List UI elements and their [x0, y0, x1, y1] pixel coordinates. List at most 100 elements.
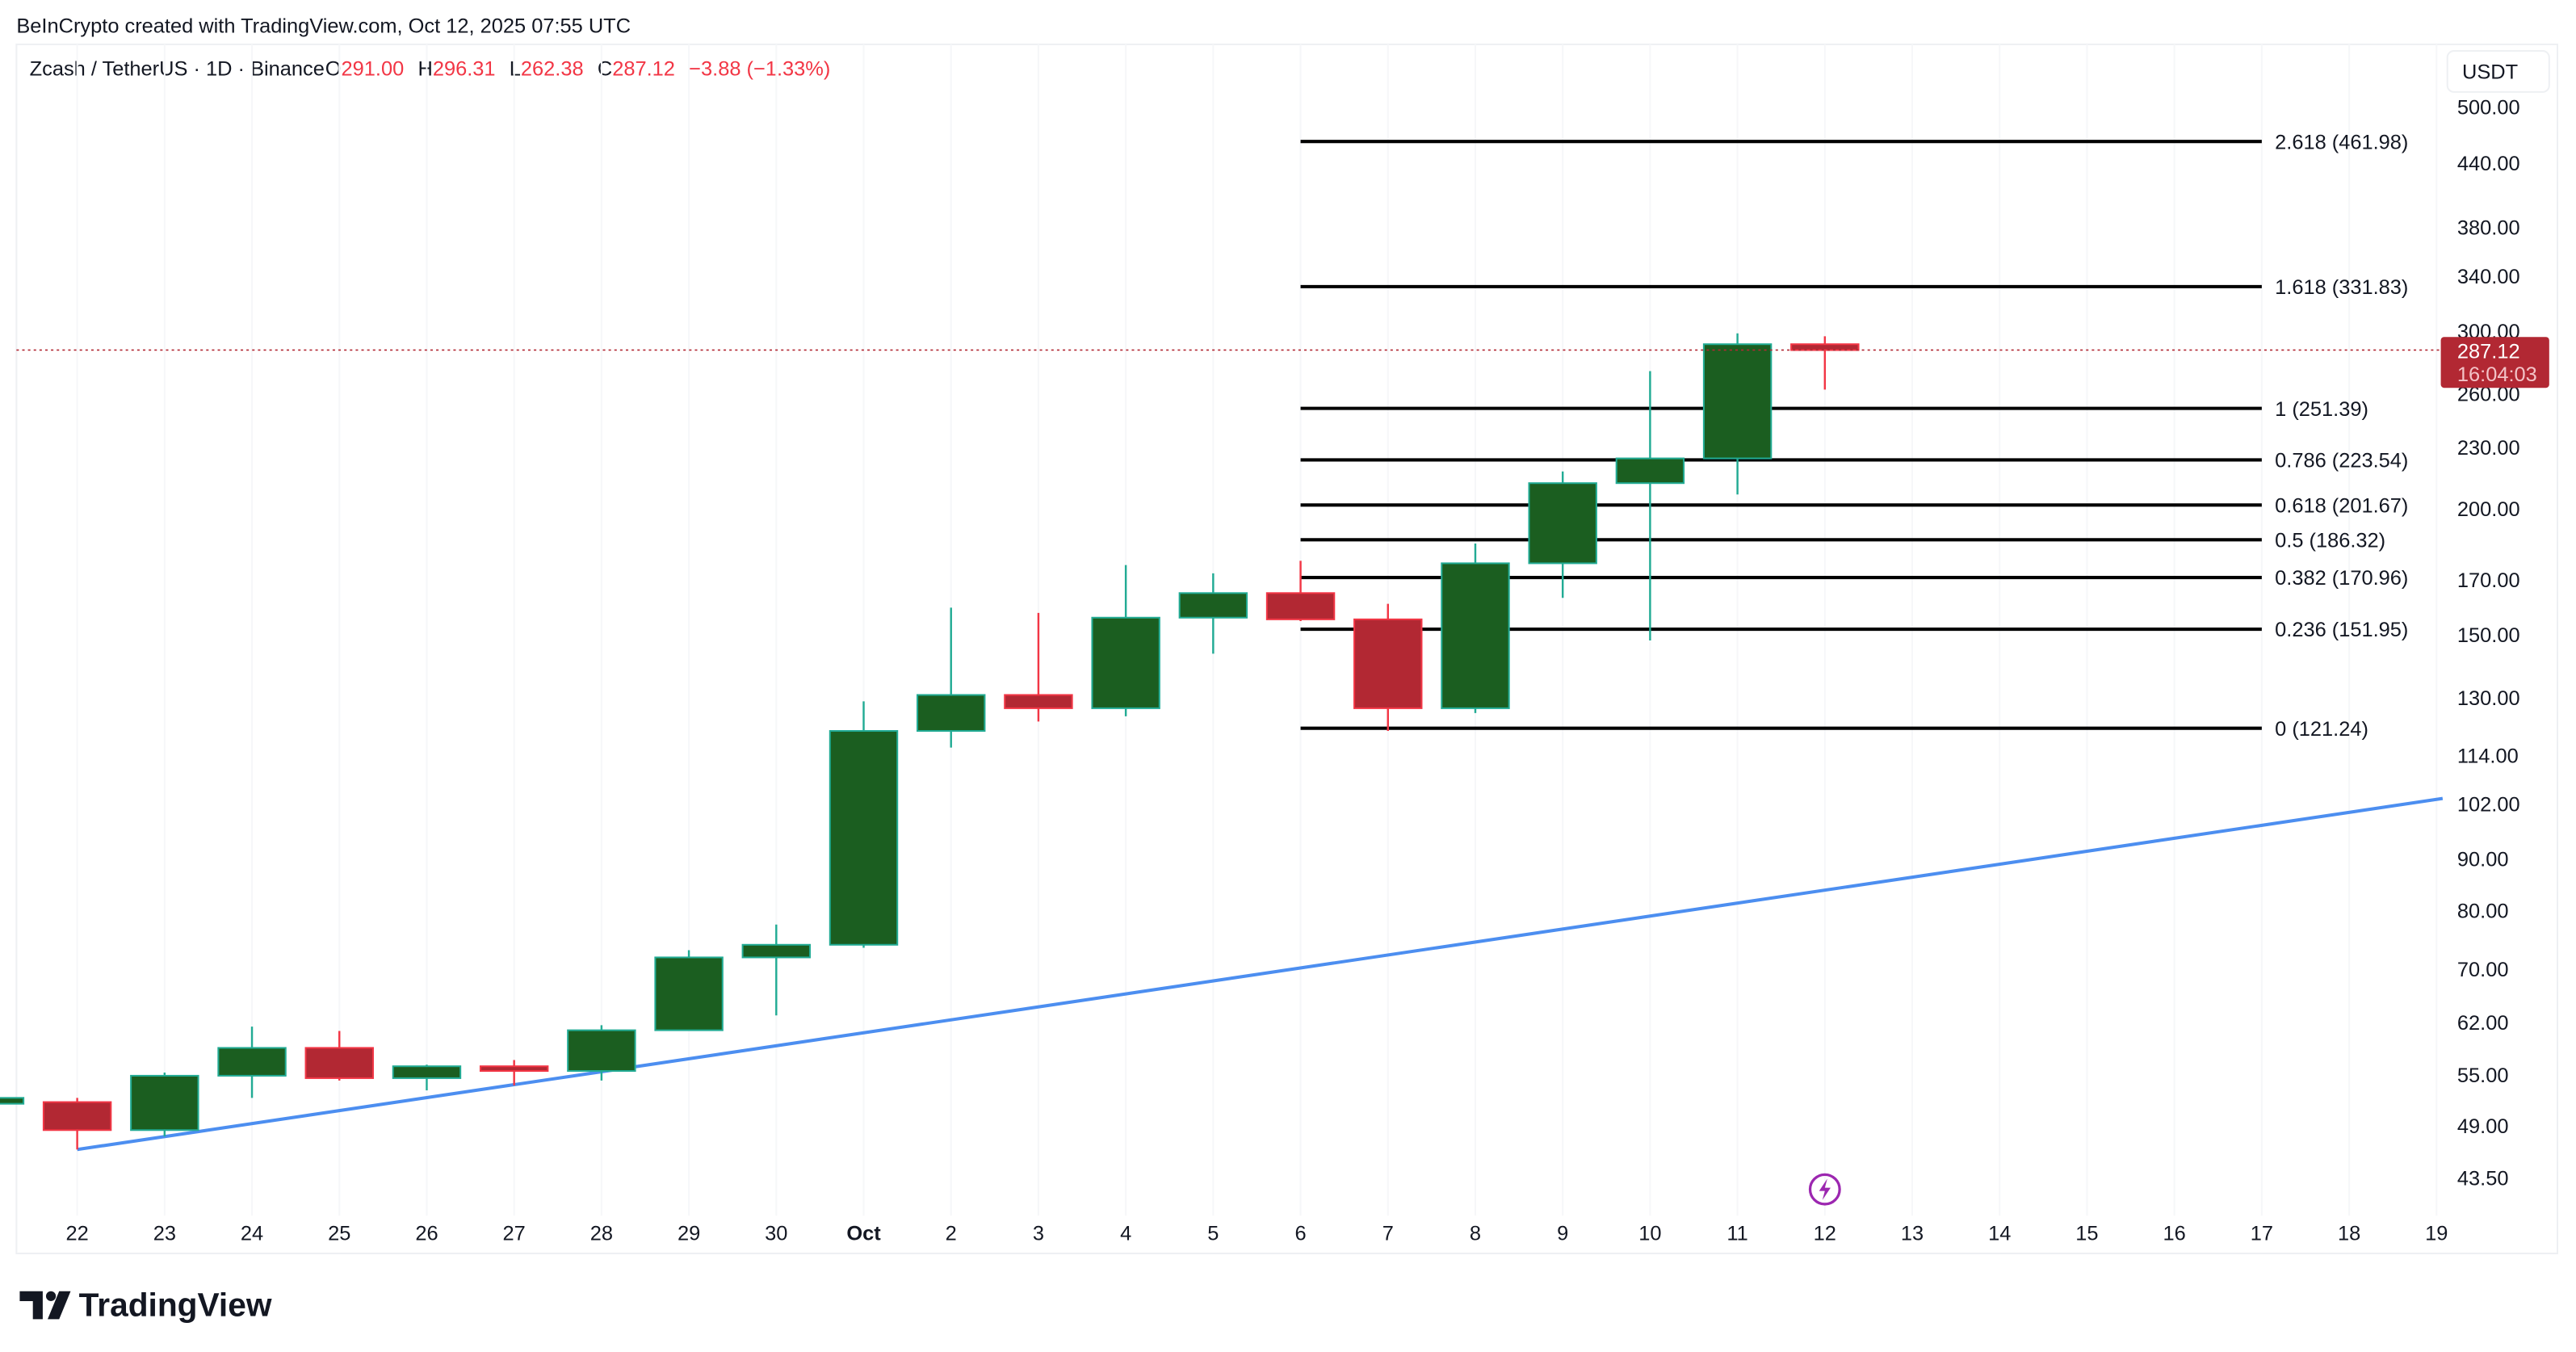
- high-value: 296.31: [433, 58, 496, 81]
- symbol-label[interactable]: Zcash / TetherUS · 1D · Binance: [30, 58, 325, 81]
- candle-up: [917, 694, 986, 733]
- time-tick-label: 9: [1557, 1223, 1568, 1245]
- currency-button[interactable]: USDT: [2446, 50, 2550, 93]
- time-tick-label: 10: [1638, 1223, 1661, 1245]
- time-tick-label: 8: [1470, 1223, 1481, 1245]
- fib-level-label: 2.618 (461.98): [2275, 131, 2408, 153]
- price-tick-label: 49.00: [2457, 1115, 2509, 1138]
- time-tick-label: 7: [1382, 1223, 1394, 1245]
- candle-down: [1353, 618, 1423, 709]
- time-tick-label: 14: [1988, 1223, 2011, 1245]
- time-tick-label: 25: [328, 1223, 350, 1245]
- time-tick-label: 3: [1033, 1223, 1044, 1245]
- fib-level-label: 0.382 (170.96): [2275, 567, 2408, 590]
- price-tick-label: 150.00: [2457, 624, 2520, 647]
- price-tick-label: 340.00: [2457, 266, 2520, 288]
- close-label: C: [598, 58, 612, 81]
- countdown-value: 16:04:03: [2457, 363, 2537, 386]
- price-tick-label: 43.50: [2457, 1167, 2509, 1190]
- price-tick-label: 500.00: [2457, 96, 2520, 119]
- price-tick-label: 380.00: [2457, 216, 2520, 239]
- candle-up: [1528, 482, 1597, 565]
- time-tick-label: 18: [2338, 1223, 2360, 1245]
- tradingview-logo-icon: [19, 1291, 71, 1320]
- time-tick-label: 30: [765, 1223, 787, 1245]
- time-tick-label: 19: [2425, 1223, 2448, 1245]
- time-tick-label: Oct: [846, 1223, 881, 1245]
- time-tick-label: 6: [1294, 1223, 1306, 1245]
- time-tick-label: 2: [946, 1223, 957, 1245]
- candle-down: [1790, 343, 1860, 351]
- open-value: 291.00: [342, 58, 405, 81]
- price-tick-label: 230.00: [2457, 437, 2520, 460]
- time-tick-label: 28: [590, 1223, 613, 1245]
- price-tick-label: 130.00: [2457, 687, 2520, 710]
- time-tick-label: 29: [678, 1223, 700, 1245]
- price-tick-label: 90.00: [2457, 849, 2509, 871]
- chart-pane-border: [15, 43, 2559, 1254]
- price-tick-label: 102.00: [2457, 794, 2520, 817]
- close-value: 287.12: [612, 58, 675, 81]
- price-tick-label: 170.00: [2457, 569, 2520, 592]
- candle-up: [130, 1074, 199, 1132]
- tradingview-logo-text: TradingView: [79, 1286, 272, 1323]
- low-label: L: [510, 58, 521, 81]
- time-axis[interactable]: 22 23 24 25 26 27 28 29 30 Oct 2 3 4 5 6 7 8 9 10 11 12 13 14 1…: [65, 1223, 2448, 1245]
- price-tick-label: 80.00: [2457, 901, 2509, 923]
- currency-label: USDT: [2462, 61, 2518, 84]
- candle-down: [479, 1065, 549, 1073]
- candle-up: [1702, 343, 1773, 460]
- tradingview-logo[interactable]: TradingView: [19, 1286, 272, 1323]
- price-tick-label: 440.00: [2457, 153, 2520, 175]
- candle-down: [1004, 694, 1073, 709]
- fib-level-label: 1 (251.39): [2275, 398, 2368, 421]
- candle-down: [42, 1101, 112, 1132]
- time-tick-label: 27: [503, 1223, 526, 1245]
- fib-level-label: 0.5 (186.32): [2275, 529, 2385, 552]
- fib-level-label: 0.236 (151.95): [2275, 619, 2408, 641]
- fib-level-label: 1.618 (331.83): [2275, 276, 2408, 299]
- candle-up: [0, 1097, 25, 1105]
- time-tick-label: 22: [65, 1223, 88, 1245]
- time-tick-label: 4: [1120, 1223, 1131, 1245]
- candle-up: [567, 1029, 636, 1073]
- change-value: −3.88 (−1.33%): [689, 58, 830, 81]
- open-label: O: [325, 58, 342, 81]
- price-axis[interactable]: 500.00440.00380.00340.00300.00260.00230.…: [2457, 96, 2520, 1190]
- time-tick-label: 17: [2251, 1223, 2273, 1245]
- fib-retracement[interactable]: 2.618 (461.98) 1.618 (331.83) 1 (251.39) 0.…: [1300, 131, 2409, 741]
- candle-up: [654, 956, 724, 1031]
- fib-level-label: 0.618 (201.67): [2275, 494, 2408, 517]
- fib-level-label: 0.786 (223.54): [2275, 450, 2408, 472]
- candle-up: [392, 1065, 462, 1079]
- time-tick-label: 23: [153, 1223, 176, 1245]
- candle-up: [829, 729, 899, 946]
- price-tick-label: 200.00: [2457, 498, 2520, 521]
- candle-up: [741, 943, 812, 959]
- candle-up: [1615, 457, 1685, 485]
- candle-up: [1178, 592, 1248, 619]
- current-price-tag: 287.12 16:04:03: [2440, 337, 2549, 388]
- candle-up: [1441, 562, 1510, 709]
- high-label: H: [417, 58, 432, 81]
- price-tick-label: 55.00: [2457, 1064, 2509, 1087]
- price-tick-label: 70.00: [2457, 959, 2509, 981]
- trendline-group[interactable]: [77, 796, 2444, 1152]
- time-tick-label: 5: [1207, 1223, 1219, 1245]
- time-tick-label: 24: [241, 1223, 263, 1245]
- price-tick-label: 114.00: [2457, 745, 2519, 767]
- candle-down: [304, 1047, 374, 1079]
- trendline[interactable]: [77, 796, 2444, 1152]
- candle-up: [217, 1047, 287, 1077]
- time-tick-label: 11: [1726, 1223, 1747, 1245]
- low-value: 262.38: [521, 58, 584, 81]
- candles: [0, 333, 1860, 1150]
- time-tick-label: 12: [1814, 1223, 1836, 1245]
- candle-up: [1091, 616, 1160, 709]
- credit-text: BeInCrypto created with TradingView.com,…: [16, 15, 631, 38]
- current-price-value: 287.12: [2457, 341, 2520, 363]
- legend-ohlc: Zcash / TetherUS · 1D · Binance O291.00 …: [30, 58, 831, 81]
- alert-icon[interactable]: [1808, 1173, 1841, 1206]
- time-tick-label: 26: [415, 1223, 438, 1245]
